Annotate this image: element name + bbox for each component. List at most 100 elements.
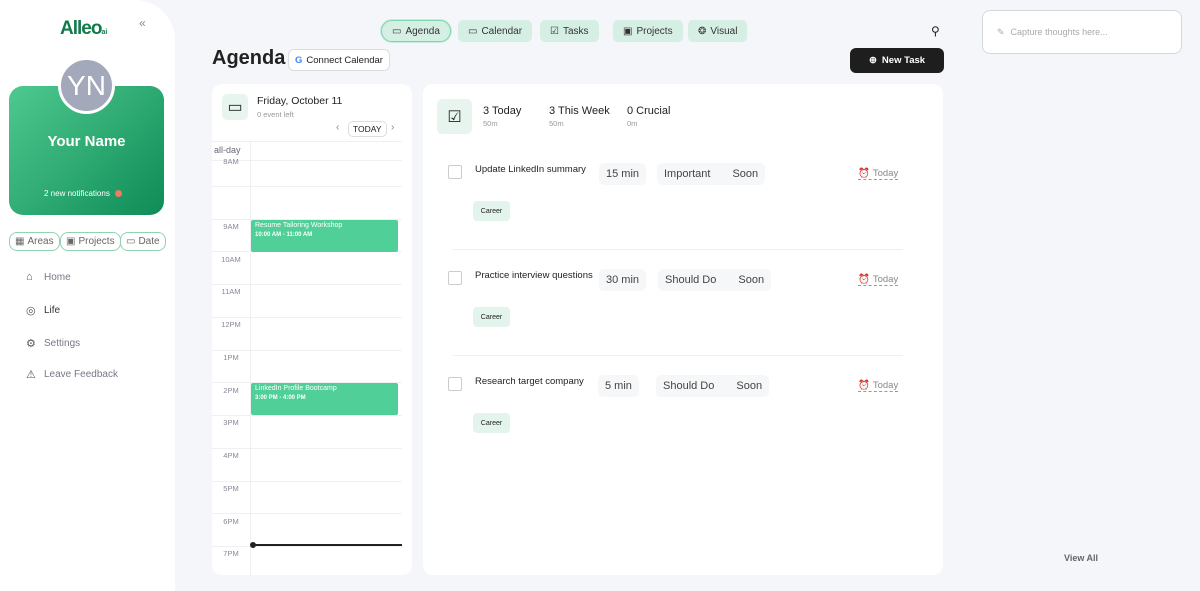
task-checkbox[interactable]: [448, 271, 462, 285]
event-title: LinkedIn Profile Bootcamp: [255, 385, 337, 392]
task-checkbox[interactable]: [448, 165, 462, 179]
hour-line: [212, 349, 402, 351]
today-button[interactable]: TODAY: [348, 121, 387, 137]
tab-calendar[interactable]: ▭ Calendar: [458, 20, 533, 42]
connect-calendar-button[interactable]: G Connect Calendar: [288, 49, 390, 71]
search-icon[interactable]: ⚲: [931, 24, 940, 38]
tab-label: Projects: [636, 25, 673, 37]
duration-pill[interactable]: 15 min: [599, 163, 647, 185]
notifications[interactable]: 2 new notifications: [44, 189, 122, 198]
pen-icon: ✎: [997, 26, 1005, 37]
hour-label: 9AM: [223, 221, 239, 231]
duration: 15 min: [606, 168, 640, 180]
duration-pill[interactable]: 5 min: [598, 375, 639, 397]
task-tag[interactable]: Career: [473, 201, 510, 221]
feedback-icon: ⚠: [26, 369, 36, 381]
user-name: Your Name: [47, 133, 126, 150]
timing: Soon: [738, 274, 765, 286]
alarm-clock-icon: ⏰: [858, 274, 870, 285]
calendar-icon: ▭: [468, 25, 478, 37]
event-block[interactable]: LinkedIn Profile Bootcamp 3:00 PM - 4:00 …: [251, 383, 398, 415]
stat-crucial[interactable]: 0 Crucial 0m: [627, 105, 671, 128]
sidebar-item-life[interactable]: ◎ Life: [26, 304, 60, 317]
plus-circle-icon: ⊕: [868, 55, 877, 66]
new-task-label: New Task: [881, 55, 926, 66]
projects-icon: ▣: [623, 25, 633, 37]
task-title[interactable]: Update LinkedIn summary: [475, 164, 586, 175]
tab-projects[interactable]: ▣ Projects: [613, 20, 683, 42]
task-title[interactable]: Research target company: [475, 376, 584, 387]
sidebar-item-feedback[interactable]: ⚠ Leave Feedback: [26, 368, 118, 381]
hour-line: [212, 284, 402, 285]
due-label: Today: [872, 380, 899, 391]
now-dot: [250, 542, 256, 548]
tasks-panel: ☑ 3 Today 50m 3 This Week 50m 0 Crucial 0m …: [423, 84, 943, 575]
event-time: 3:00 PM - 4:00 PM: [255, 395, 306, 401]
filter-areas[interactable]: ▦ Areas: [9, 232, 60, 251]
visual-icon: ❂: [698, 25, 707, 37]
tab-agenda[interactable]: ▭ Agenda: [381, 20, 451, 42]
priority-pill[interactable]: Should Do Soon: [658, 269, 772, 291]
hour-line: [212, 513, 402, 515]
events-left: 0 event left: [257, 110, 294, 119]
view-all-link[interactable]: View All: [1064, 553, 1099, 563]
hour-line: [212, 447, 402, 449]
hour-line: [212, 218, 402, 220]
calendar-panel: ▭ Friday, October 11 0 event left ‹ TODA…: [212, 84, 412, 575]
collapse-sidebar-button[interactable]: «: [139, 16, 146, 30]
check-icon: ☑: [550, 25, 559, 37]
priority-pill[interactable]: Important Soon: [657, 163, 766, 185]
capture-input[interactable]: ✎ Capture thoughts here...: [982, 10, 1182, 54]
projects-icon: ▣: [66, 236, 76, 247]
tab-tasks[interactable]: ☑ Tasks: [540, 20, 599, 42]
tab-visual[interactable]: ❂ Visual: [688, 20, 748, 42]
due-date[interactable]: ⏰ Today: [858, 168, 899, 180]
tab-label: Tasks: [562, 25, 589, 37]
hour-label: 4PM: [223, 451, 239, 460]
priority: Important: [664, 168, 711, 180]
new-task-button[interactable]: ⊕ New Task: [850, 48, 944, 73]
avatar[interactable]: YN: [58, 57, 115, 114]
stat-today[interactable]: 3 Today 50m: [483, 105, 522, 128]
stat-week[interactable]: 3 This Week 50m: [549, 105, 610, 128]
hour-line: [212, 480, 402, 482]
due-date[interactable]: ⏰ Today: [858, 274, 899, 286]
task-tag[interactable]: Career: [473, 307, 510, 327]
tab-label: Calendar: [481, 25, 523, 37]
priority: Should Do: [665, 274, 717, 286]
gear-icon: ⚙: [26, 338, 36, 350]
duration: 30 min: [606, 274, 640, 286]
filter-label: Date: [138, 236, 160, 247]
event-title: Resume Tailoring Workshop: [255, 222, 343, 229]
target-icon: ◎: [26, 305, 36, 317]
connect-calendar-label: Connect Calendar: [306, 54, 383, 66]
priority: Should Do: [663, 380, 715, 392]
sidebar-item-home[interactable]: ⌂ Home: [26, 271, 71, 283]
filter-projects[interactable]: ▣ Projects: [60, 232, 121, 251]
next-day-button[interactable]: ›: [391, 122, 395, 133]
event-block[interactable]: Resume Tailoring Workshop 10:00 AM - 11:0…: [251, 220, 398, 252]
hour-line: [212, 415, 402, 416]
task-tag[interactable]: Career: [473, 413, 510, 433]
hour-label: 3PM: [223, 418, 239, 428]
hour-label: 1PM: [223, 352, 239, 362]
calendar-date: Friday, October 11: [257, 95, 343, 107]
priority-pill[interactable]: Should Do Soon: [656, 375, 770, 397]
task-checkbox[interactable]: [448, 377, 462, 391]
capture-placeholder: Capture thoughts here...: [1010, 27, 1108, 37]
hour-label: 10AM: [221, 254, 241, 264]
calendar-icon: ▭: [222, 94, 248, 120]
notifications-label: 2 new notifications: [44, 189, 110, 198]
duration-pill[interactable]: 30 min: [599, 269, 647, 291]
nav-label: Settings: [44, 338, 81, 349]
filter-label: Areas: [27, 236, 54, 247]
sidebar: Alleoai « YN Your Name 2 new notificatio…: [0, 0, 175, 591]
filter-date[interactable]: ▭ Date: [120, 232, 166, 251]
sidebar-item-settings[interactable]: ⚙ Settings: [26, 337, 80, 350]
task-title[interactable]: Practice interview questions: [475, 270, 593, 281]
alarm-clock-icon: ⏰: [858, 380, 870, 391]
nav-label: Home: [44, 271, 71, 283]
prev-day-button[interactable]: ‹: [336, 122, 340, 133]
due-date[interactable]: ⏰ Today: [858, 380, 899, 392]
google-icon: G: [295, 54, 303, 66]
